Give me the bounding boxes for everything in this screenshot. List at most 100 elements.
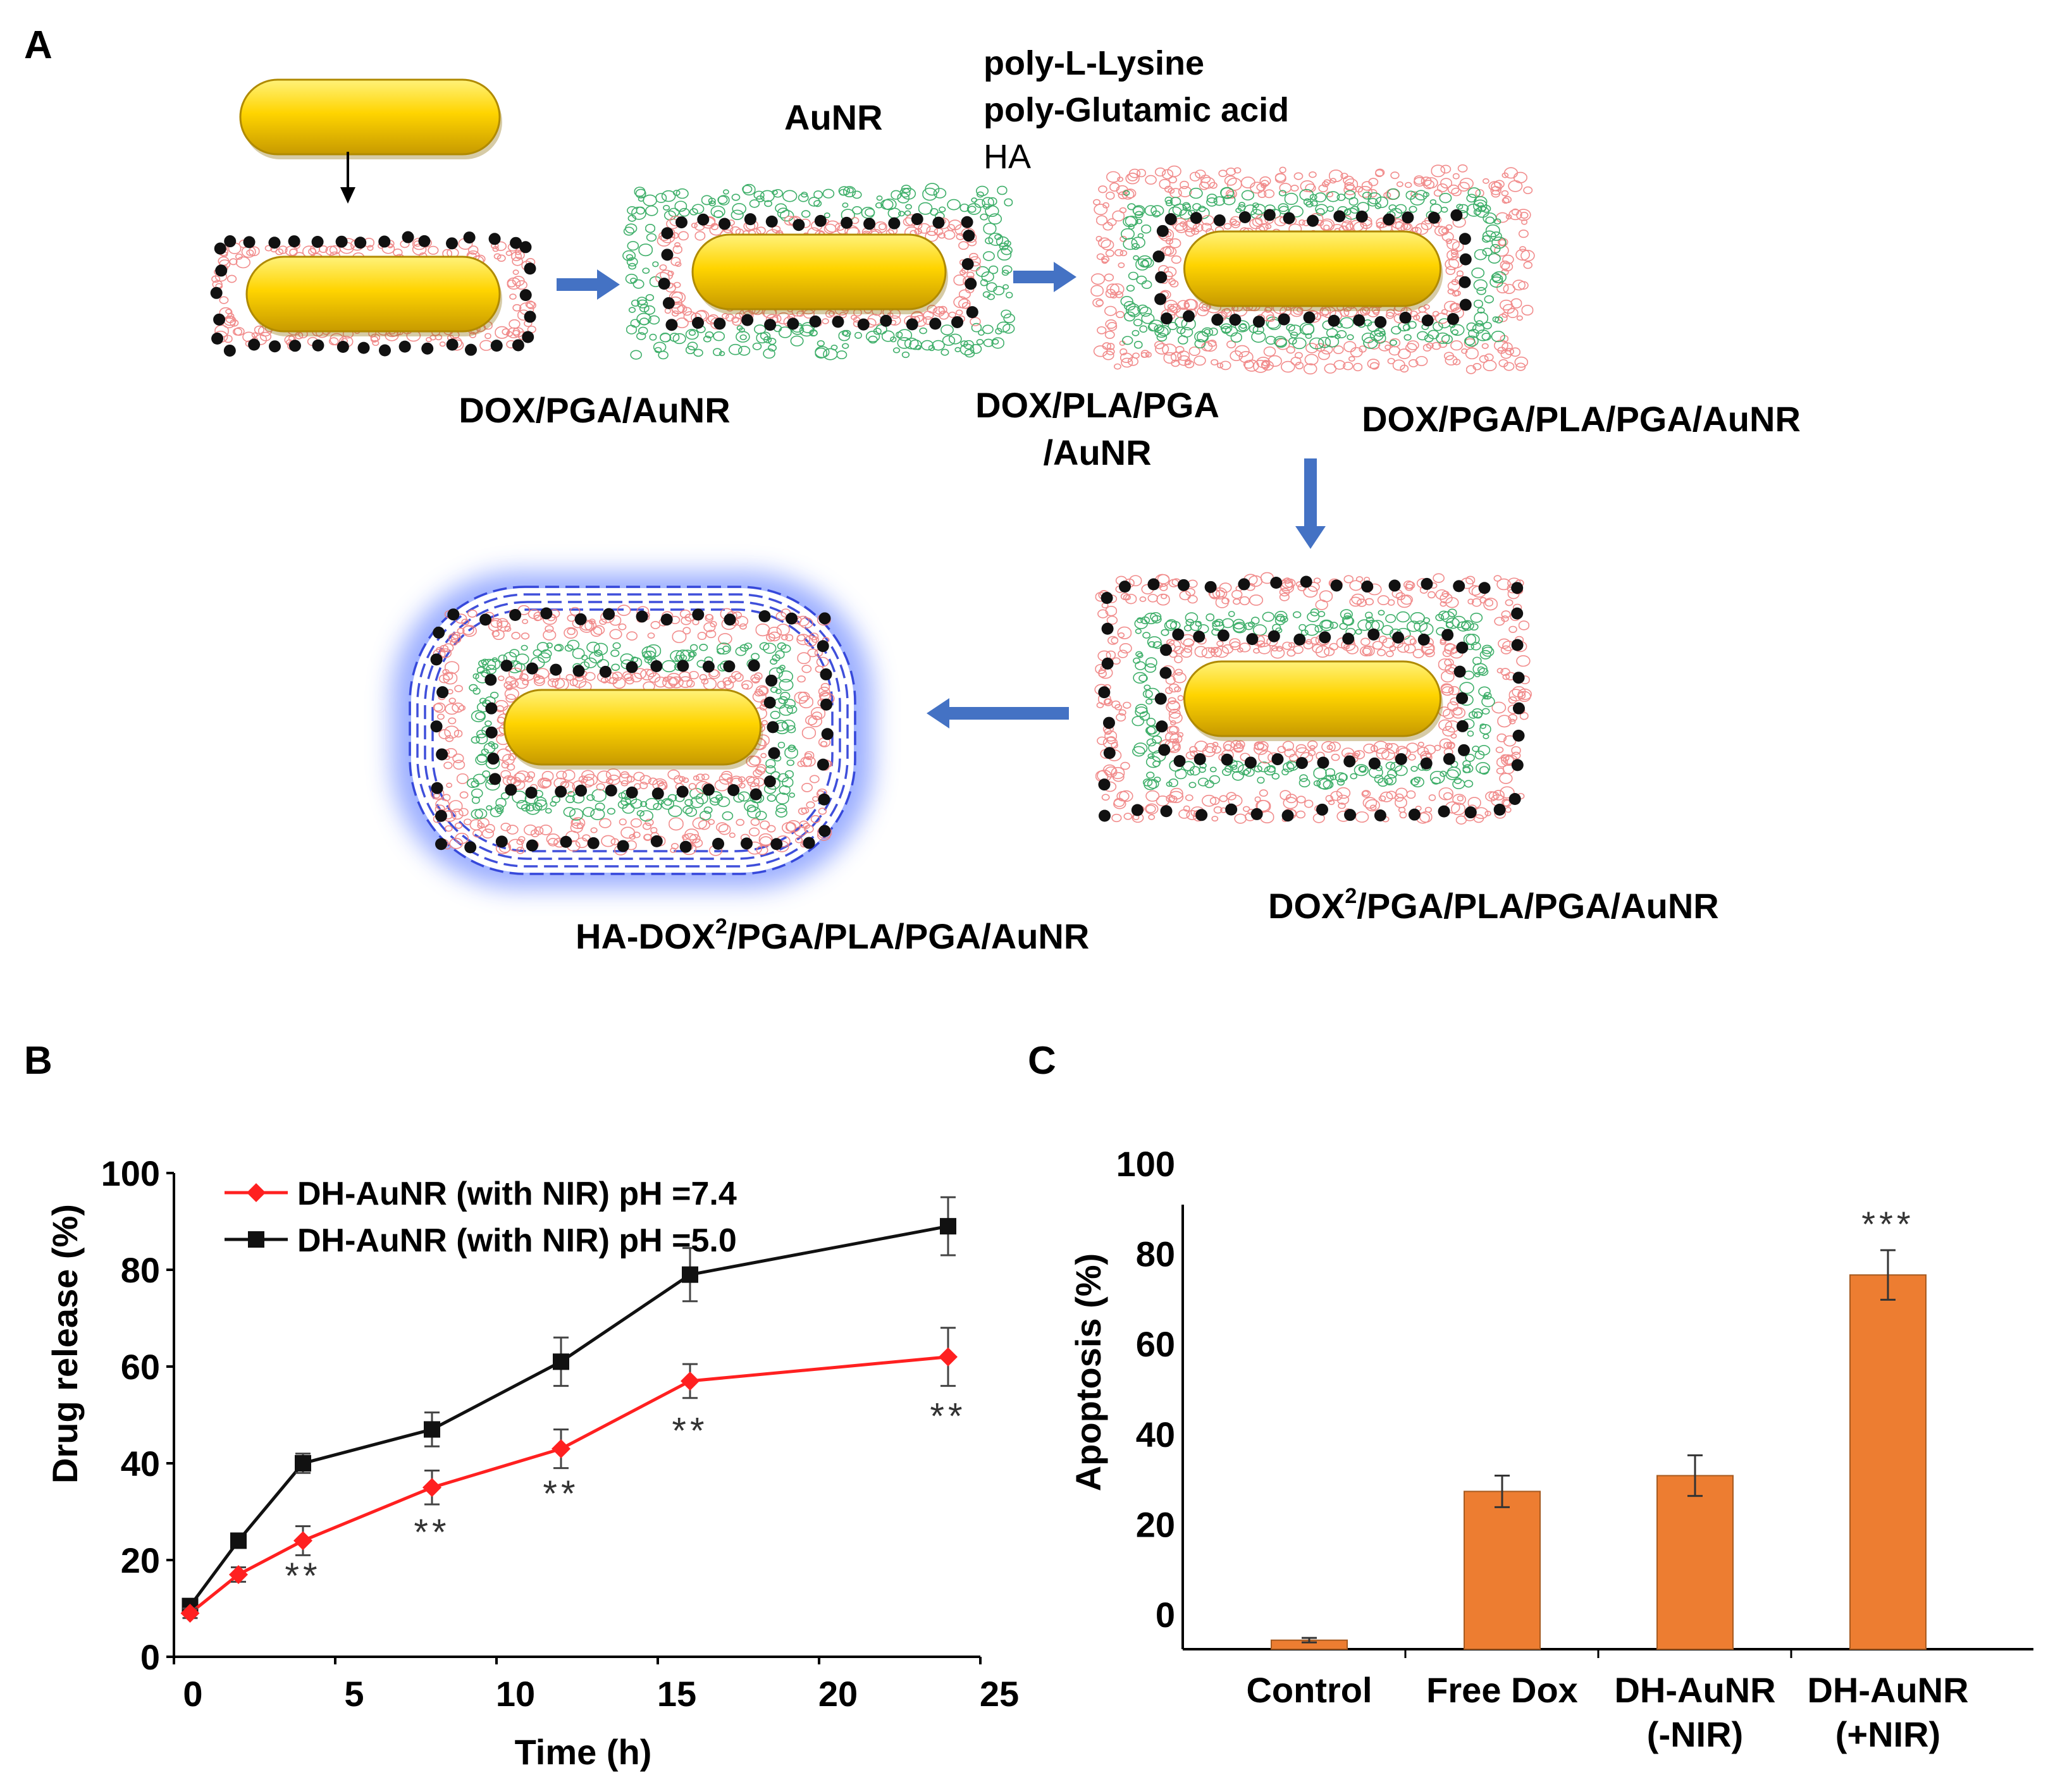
dox-molecule (1453, 580, 1465, 593)
data-point-marker (682, 1266, 698, 1283)
x-tick-label: 5 (344, 1674, 364, 1714)
dox-molecule (1456, 692, 1469, 704)
dox-molecule (676, 785, 689, 798)
dox-molecule (727, 783, 740, 796)
data-point-marker (248, 1231, 264, 1248)
stage2-label-line1: DOX/PLA/PGA (975, 385, 1219, 425)
y-tick-label: 0 (1156, 1595, 1175, 1635)
dox-molecule (965, 278, 977, 290)
dox-molecule (1438, 805, 1450, 818)
dox-molecule (1101, 657, 1114, 670)
dox-molecule (1173, 755, 1186, 768)
significance-marker: ** (414, 1512, 450, 1553)
dox-molecule (1392, 631, 1405, 644)
dox-molecule (1221, 753, 1233, 766)
dox-molecule (463, 231, 476, 244)
line-chart-axes: 0 5 10 15 20 25 0 20 40 60 80 100 (101, 1153, 1020, 1714)
dox-molecule (1102, 716, 1115, 729)
stage5-suffix: /PGA/PLA/PGA/AuNR (727, 916, 1089, 956)
line-chart-xlabel: Time (h) (515, 1732, 652, 1772)
dox-molecule (1213, 214, 1226, 226)
dox-molecule (1131, 804, 1144, 816)
dox-molecule (748, 660, 760, 672)
dox-molecule (1154, 692, 1167, 705)
dox-molecule (888, 217, 901, 230)
dox-molecule (661, 249, 674, 261)
dox-molecule (489, 773, 502, 785)
dox-molecule (1428, 211, 1440, 224)
y-tick-label: 0 (140, 1637, 160, 1677)
gold-nanorod (1183, 660, 1441, 737)
dox-molecule (713, 317, 726, 330)
stage4-prefix: DOX (1268, 886, 1345, 926)
process-arrow-head (597, 269, 620, 300)
dox-molecule (818, 825, 831, 837)
dox-molecule (1417, 634, 1430, 646)
dox-molecule (1193, 630, 1206, 643)
data-point-marker (424, 1421, 440, 1438)
polymer-layer (622, 183, 1016, 360)
dox-molecule (1281, 809, 1294, 822)
dox-molecule (572, 665, 585, 677)
dox-molecule (1271, 753, 1284, 766)
dox-molecule (768, 747, 780, 759)
dox-molecule (1367, 628, 1380, 641)
dox-molecule (677, 660, 689, 672)
dox-molecule (1450, 209, 1463, 221)
category-label: (-NIR) (1647, 1714, 1743, 1754)
dox-molecule (464, 343, 477, 356)
stage5-label: HA-DOX2/PGA/PLA/PGA/AuNR (576, 914, 1089, 956)
dox-molecule (524, 262, 536, 275)
category-label: Control (1246, 1670, 1372, 1710)
dox-molecule (378, 235, 391, 248)
dox-molecule (1182, 310, 1195, 323)
line-chart-ylabel: Drug release (%) (45, 1204, 85, 1484)
data-point-marker (230, 1532, 247, 1549)
dox-molecule (526, 662, 538, 675)
dox-molecule (911, 212, 923, 225)
dox-molecule (224, 235, 237, 248)
dox-molecule (464, 841, 477, 854)
dox-molecule (1244, 756, 1257, 769)
legend-label: DH-AuNR (with NIR) pH =5.0 (297, 1222, 737, 1259)
dox-molecule (1152, 250, 1165, 263)
dox-molecule (636, 610, 648, 623)
dox-molecule (679, 840, 692, 853)
dox-molecule (402, 231, 414, 243)
dox-molecule (803, 837, 815, 849)
downward-arrow-head (340, 187, 355, 204)
stage5-prefix: HA-DOX (576, 916, 715, 956)
dox-molecule (560, 835, 572, 848)
dox-molecule (1217, 629, 1230, 642)
dox-molecule (832, 316, 844, 328)
data-point-marker (681, 1371, 700, 1391)
y-tick-label: 40 (1136, 1415, 1175, 1454)
y-tick-label: 40 (121, 1444, 160, 1484)
dox-molecule (288, 340, 301, 352)
dox-molecule (1421, 314, 1434, 327)
dox-molecule (961, 258, 974, 271)
bar-chart-ylabel: Apoptosis (%) (1068, 1253, 1108, 1491)
dox-molecule (1307, 214, 1319, 227)
dox-molecule (1355, 211, 1368, 223)
bar-chart-axes: 0 20 40 60 80 100 (1116, 1144, 2033, 1658)
dox-molecule (268, 237, 281, 249)
dox-molecule (357, 341, 370, 354)
polymer-label-2: poly-Glutamic acid (984, 91, 1289, 129)
dox-molecule (817, 640, 829, 653)
y-tick-label: 60 (1136, 1324, 1175, 1364)
dox-molecule (1512, 672, 1525, 684)
dox-molecule (1478, 582, 1491, 594)
x-tick-label: 25 (980, 1674, 1019, 1714)
dox-molecule (1402, 211, 1414, 224)
dox-molecule (1399, 311, 1412, 324)
ha-layer (416, 593, 849, 868)
dox-molecule (398, 340, 411, 353)
dox-molecule (1250, 808, 1263, 820)
polymer-layer (1159, 634, 1466, 764)
dox-molecule (1511, 607, 1524, 620)
dox-molecule (479, 613, 492, 626)
dox-molecule (430, 720, 443, 733)
dox-molecule (820, 668, 832, 680)
